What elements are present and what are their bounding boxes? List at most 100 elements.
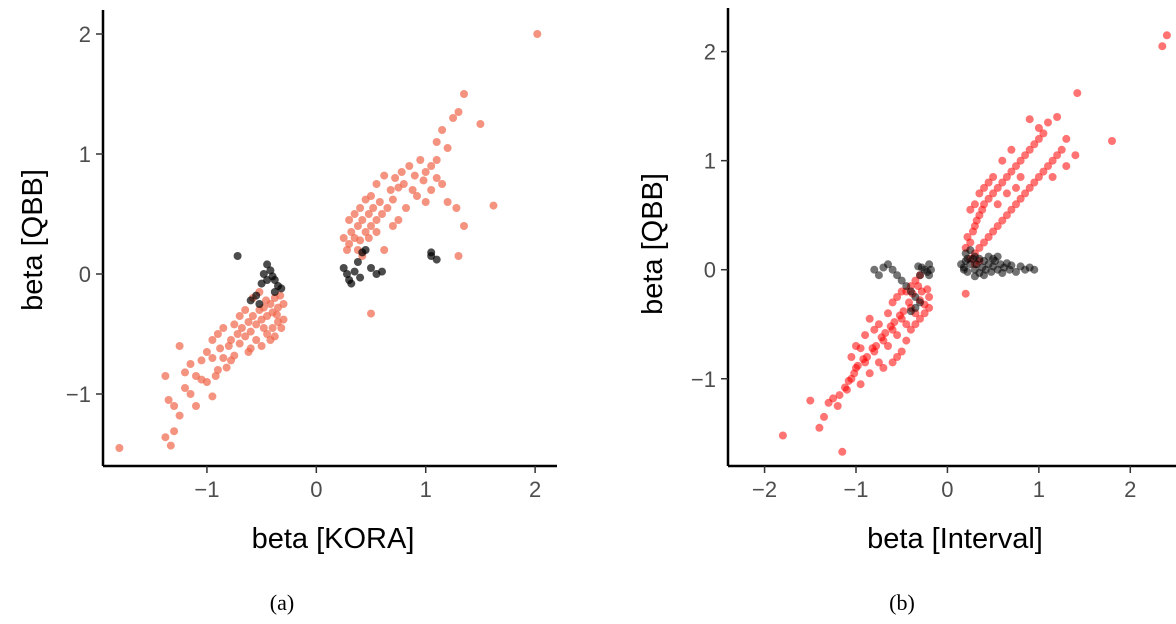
panel-a-series-1-point — [339, 234, 348, 242]
panel-a-series-1-point — [350, 210, 359, 218]
panel-a-series-1-point — [170, 402, 179, 410]
panel-b-series-2-point — [906, 287, 915, 296]
panel-b-series-2-point — [963, 254, 972, 263]
panel-b-series-2-point — [914, 262, 923, 271]
panel-a-series-1-point — [361, 228, 370, 236]
panel-b-series-1-point — [1044, 118, 1052, 127]
panel-b-series-1-point — [993, 183, 1002, 192]
panel-a-series-1-point — [181, 384, 189, 392]
panel-b-series-1-point — [966, 238, 975, 247]
panel-b-series-1-point — [902, 336, 911, 345]
panel-b-series-1-point — [1034, 124, 1043, 132]
panel-b-series-1-point — [893, 293, 902, 301]
panel-a-series-1-point — [375, 198, 384, 206]
panel-b-x-tick-label: −2 — [752, 477, 777, 502]
panel-a-series-1-point — [213, 330, 222, 338]
panel-b-series-2-point — [1007, 261, 1016, 270]
panel-a-series-2-point — [378, 267, 386, 276]
panel-b-y-ticks: −1 0 1 2 — [691, 40, 728, 392]
panel-b-series-1-point — [865, 314, 874, 323]
panel-a-series-1-point — [454, 252, 463, 260]
panel-a-series-1-point — [432, 138, 441, 146]
panel-b-series-2-point — [993, 252, 1002, 261]
panel-a-series-2-point — [367, 264, 375, 272]
panel-a-series-1-point — [438, 126, 447, 134]
panel-a-series-1-point — [161, 433, 170, 442]
panel-a-series-1-point — [345, 216, 354, 224]
panel-a-series-1-point — [405, 162, 414, 170]
panel-b-series-1-point — [1053, 113, 1062, 121]
panel-a-series-1-point — [235, 312, 244, 320]
panel-a-series-1-point — [427, 162, 436, 170]
panel-a-series-2-point — [233, 252, 242, 260]
panel-b-x-tick-label: 2 — [1124, 477, 1136, 502]
panel-b-caption: (b) — [889, 590, 915, 615]
panel-b-series-1-point — [1016, 156, 1025, 165]
panel-b-series-1-point — [1030, 140, 1039, 149]
panel-a-caption: (a) — [270, 590, 294, 615]
panel-a-series-1-point — [257, 342, 266, 350]
panel-a-series-1-point — [443, 144, 452, 152]
panel-b-series-1-point — [1025, 145, 1034, 154]
panel-a-series-1-point — [489, 201, 498, 210]
panel-b-series-1-point — [829, 394, 838, 403]
panel-b-series-2-point — [906, 307, 915, 316]
panel-a-series-1-point — [353, 222, 362, 230]
panel-a-series-1-point — [175, 411, 184, 420]
panel-b-series-2-point — [916, 298, 924, 307]
panel-b-series-1-point — [961, 289, 970, 298]
panel-b-series-1-point — [916, 314, 924, 323]
panel-a-series-1-point — [476, 120, 485, 128]
panel-b-series-1-point — [980, 183, 988, 192]
panel-a-series-1-point — [219, 354, 228, 362]
panel-a-series-1-point — [391, 174, 400, 182]
panel-a-series-1-point — [259, 324, 268, 332]
panel-b-series-1-point — [1021, 151, 1030, 160]
panel-b-series-1-point — [1039, 167, 1048, 176]
panel-a-series-1-point — [460, 222, 468, 230]
panel-b-series-1-point — [1108, 137, 1116, 145]
panel-b-series-1-point — [859, 355, 868, 364]
panel-b-series-1-point — [1034, 134, 1043, 143]
panel-b-series-1-point — [1062, 162, 1071, 171]
panel-a-series-1-point — [367, 192, 375, 200]
panel-a-series-1-point — [343, 246, 351, 254]
panel-a-series-1-point — [252, 320, 261, 329]
panel-b-series-2-point — [1012, 267, 1020, 276]
panel-b-series-1-point — [993, 222, 1002, 231]
panel-a-series-1-point — [372, 216, 381, 224]
panel-b-series-1-point — [1162, 31, 1171, 40]
panel-b-series-1-point — [1016, 173, 1025, 181]
panel-a-series-1-point — [222, 363, 231, 372]
panel-b-series-2-point — [902, 282, 911, 291]
panel-a-series-2-point — [270, 276, 279, 284]
panel-a-series-1-point — [432, 156, 441, 164]
panel-a-x-tick-label: 0 — [310, 477, 322, 502]
panel-a-y-tick-label: 2 — [79, 22, 91, 47]
panel-a-series-1-point — [408, 186, 417, 194]
panel-a-series-1-point — [427, 186, 436, 194]
panel-a-series-2-point — [350, 267, 359, 276]
panel-a-series-1-point — [161, 372, 170, 380]
panel-a-series-1-point — [345, 240, 354, 248]
panel-a-points — [115, 30, 542, 452]
panel-b-points — [778, 31, 1171, 456]
panel-a-series-2-point — [266, 266, 275, 275]
panel-a-series-1-point — [364, 210, 373, 218]
panel-a-series-1-point — [397, 168, 406, 176]
panel-a-series-1-point — [235, 339, 244, 348]
panel-a-series-1-point — [449, 114, 458, 122]
panel-b-y-tick-label: −1 — [691, 367, 716, 392]
panel-a-series-1-point — [241, 332, 250, 341]
panel-a-x-ticks: −1 0 1 2 — [194, 466, 541, 502]
panel-b-series-2-point — [916, 271, 924, 280]
panel-a-series-1-point — [213, 366, 222, 374]
panel-b-series-1-point — [984, 194, 993, 203]
panel-a-series-1-point — [432, 174, 441, 182]
panel-b-series-1-point — [844, 376, 853, 385]
panel-b-series-1-point — [1012, 200, 1020, 209]
panel-a-series-1-point — [224, 342, 233, 350]
panel-a-series-1-point — [170, 427, 179, 436]
panel-a-x-tick-label: 1 — [420, 477, 432, 502]
panel-a-series-1-point — [443, 198, 452, 206]
